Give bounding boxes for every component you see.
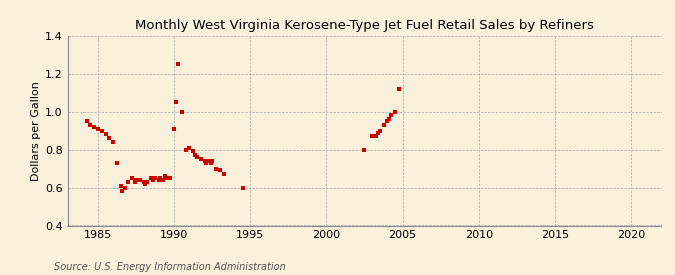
Point xyxy=(157,178,168,182)
Point xyxy=(375,128,385,133)
Point xyxy=(215,168,225,173)
Point xyxy=(211,166,221,171)
Point xyxy=(131,178,142,182)
Point xyxy=(165,176,176,180)
Point xyxy=(203,159,214,163)
Point xyxy=(115,183,126,188)
Point xyxy=(184,145,195,150)
Point xyxy=(134,178,145,182)
Point xyxy=(237,185,248,190)
Point xyxy=(147,178,158,182)
Point xyxy=(155,176,166,180)
Point xyxy=(173,62,184,66)
Point xyxy=(205,161,216,165)
Point xyxy=(140,182,151,186)
Point xyxy=(153,178,164,182)
Point xyxy=(192,155,202,160)
Point xyxy=(111,161,122,165)
Point xyxy=(127,176,138,180)
Point xyxy=(119,185,130,190)
Text: Source: U.S. Energy Information Administration: Source: U.S. Energy Information Administ… xyxy=(54,262,286,272)
Point xyxy=(188,149,198,154)
Point xyxy=(97,128,107,133)
Point xyxy=(161,176,172,180)
Point xyxy=(159,174,170,178)
Point xyxy=(195,157,206,161)
Point xyxy=(199,159,210,163)
Point xyxy=(383,117,394,122)
Point xyxy=(367,134,377,139)
Point xyxy=(138,180,149,184)
Point xyxy=(88,125,99,129)
Point xyxy=(81,119,92,123)
Point xyxy=(373,130,383,135)
Point xyxy=(378,123,389,127)
Point xyxy=(200,161,211,165)
Title: Monthly West Virginia Kerosene-Type Jet Fuel Retail Sales by Refiners: Monthly West Virginia Kerosene-Type Jet … xyxy=(135,19,594,32)
Point xyxy=(108,140,119,144)
Point xyxy=(117,189,128,194)
Point xyxy=(100,132,111,137)
Point xyxy=(169,126,180,131)
Point xyxy=(359,147,370,152)
Point xyxy=(170,100,181,104)
Point xyxy=(389,109,400,114)
Point xyxy=(92,126,103,131)
Point xyxy=(394,87,404,91)
Point xyxy=(146,176,157,180)
Point xyxy=(123,180,134,184)
Point xyxy=(150,176,161,180)
Point xyxy=(382,119,393,123)
Point xyxy=(129,180,140,184)
Point xyxy=(218,172,229,177)
Point xyxy=(176,109,187,114)
Point xyxy=(207,159,217,163)
Y-axis label: Dollars per Gallon: Dollars per Gallon xyxy=(31,81,40,181)
Point xyxy=(142,180,153,184)
Point xyxy=(104,136,115,141)
Point xyxy=(190,153,201,158)
Point xyxy=(385,113,396,118)
Point xyxy=(180,147,191,152)
Point xyxy=(85,123,96,127)
Point xyxy=(371,134,381,139)
